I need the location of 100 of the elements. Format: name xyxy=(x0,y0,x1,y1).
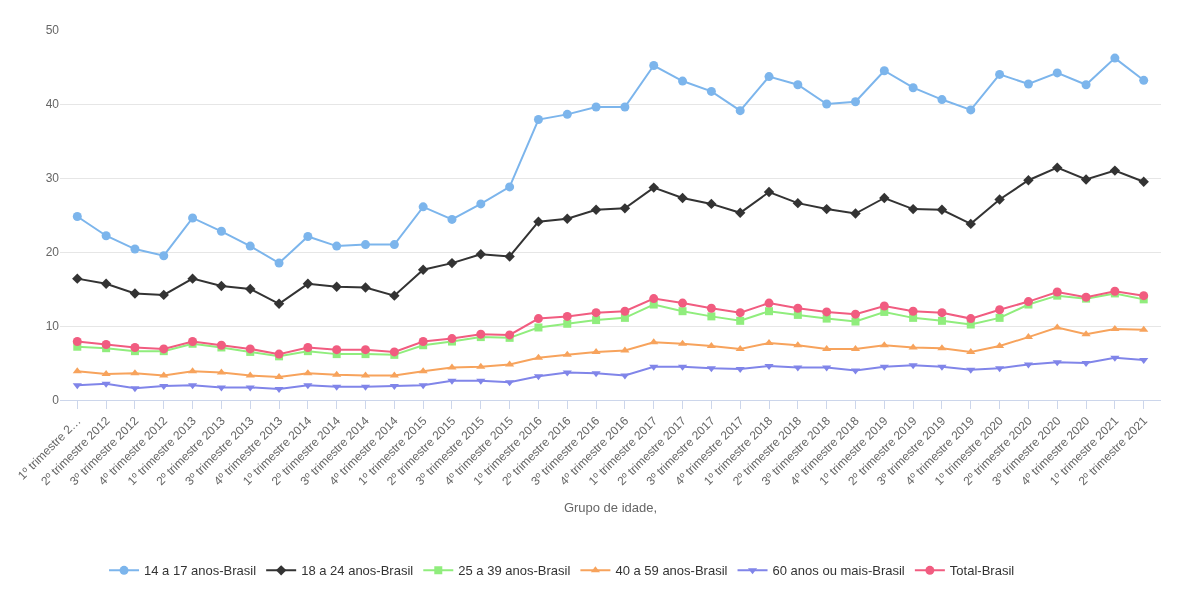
point xyxy=(591,347,601,354)
point xyxy=(130,244,140,254)
point xyxy=(159,371,169,378)
point xyxy=(706,86,716,96)
point xyxy=(965,218,976,230)
point xyxy=(995,313,1004,322)
point xyxy=(619,203,631,214)
point xyxy=(1023,79,1033,89)
point xyxy=(764,72,774,82)
point xyxy=(533,314,543,324)
point xyxy=(72,337,82,347)
legend-label: 60 anos ou mais-Brasil xyxy=(772,563,905,579)
point xyxy=(1052,287,1062,297)
point xyxy=(908,83,918,93)
y-tick-label: 20 xyxy=(45,245,60,260)
point xyxy=(332,370,342,377)
point xyxy=(159,383,169,390)
point xyxy=(937,308,947,318)
point xyxy=(476,362,486,369)
point xyxy=(879,192,890,204)
point xyxy=(822,365,832,372)
point xyxy=(793,365,803,372)
point xyxy=(562,311,572,321)
point xyxy=(158,289,169,301)
point xyxy=(505,182,515,192)
point xyxy=(417,264,429,275)
point xyxy=(736,316,745,325)
point xyxy=(504,251,515,262)
point xyxy=(937,95,947,105)
point xyxy=(706,366,716,373)
point xyxy=(850,97,860,107)
legend-label: Total-Brasil xyxy=(949,563,1015,579)
point xyxy=(793,303,803,313)
point xyxy=(879,301,889,311)
point xyxy=(707,312,716,321)
point xyxy=(936,204,948,216)
point xyxy=(706,341,716,348)
point xyxy=(678,298,688,308)
legend-label: 25 a 39 anos-Brasil xyxy=(458,563,571,579)
point xyxy=(1110,324,1120,331)
point xyxy=(331,281,342,292)
y-tick-label: 40 xyxy=(45,97,60,112)
point xyxy=(505,380,515,387)
point xyxy=(1139,75,1149,85)
point xyxy=(303,342,313,352)
point xyxy=(735,344,745,351)
point xyxy=(533,216,544,227)
point xyxy=(1052,162,1063,173)
point xyxy=(562,350,572,357)
point xyxy=(187,273,198,284)
point xyxy=(851,317,860,326)
point xyxy=(188,213,198,223)
y-tick-label: 0 xyxy=(52,393,60,408)
point xyxy=(678,307,687,316)
point xyxy=(72,273,83,284)
point xyxy=(273,298,285,309)
legend-label: 14 a 17 anos-Brasil xyxy=(144,563,257,579)
point xyxy=(763,186,775,198)
point xyxy=(447,214,457,224)
point xyxy=(245,371,255,378)
point xyxy=(533,115,543,125)
point xyxy=(591,308,601,318)
point xyxy=(735,308,745,318)
point xyxy=(764,363,774,370)
point xyxy=(302,278,314,290)
point xyxy=(590,204,602,216)
point xyxy=(562,213,573,224)
point xyxy=(620,306,630,316)
point xyxy=(101,231,111,241)
point xyxy=(274,258,284,268)
point xyxy=(764,339,774,346)
y-tick-label: 10 xyxy=(45,319,60,334)
point xyxy=(649,61,659,71)
point xyxy=(735,207,746,218)
point xyxy=(1139,291,1149,301)
point xyxy=(735,366,745,373)
point xyxy=(1139,325,1149,332)
point xyxy=(389,290,400,301)
point xyxy=(216,226,226,236)
point xyxy=(100,278,112,290)
point xyxy=(303,231,313,241)
point xyxy=(130,386,140,393)
point xyxy=(994,194,1005,205)
point xyxy=(822,99,832,109)
point xyxy=(361,345,371,355)
point xyxy=(591,102,601,112)
point xyxy=(332,241,342,251)
point xyxy=(562,109,572,119)
point xyxy=(245,283,256,295)
point xyxy=(995,69,1005,79)
point xyxy=(822,344,832,351)
point xyxy=(907,203,919,215)
point xyxy=(1023,175,1034,186)
point xyxy=(216,280,227,292)
point xyxy=(822,314,831,323)
point xyxy=(706,198,717,210)
point xyxy=(72,367,82,374)
point xyxy=(476,199,486,209)
point xyxy=(937,316,946,325)
point xyxy=(245,385,255,392)
